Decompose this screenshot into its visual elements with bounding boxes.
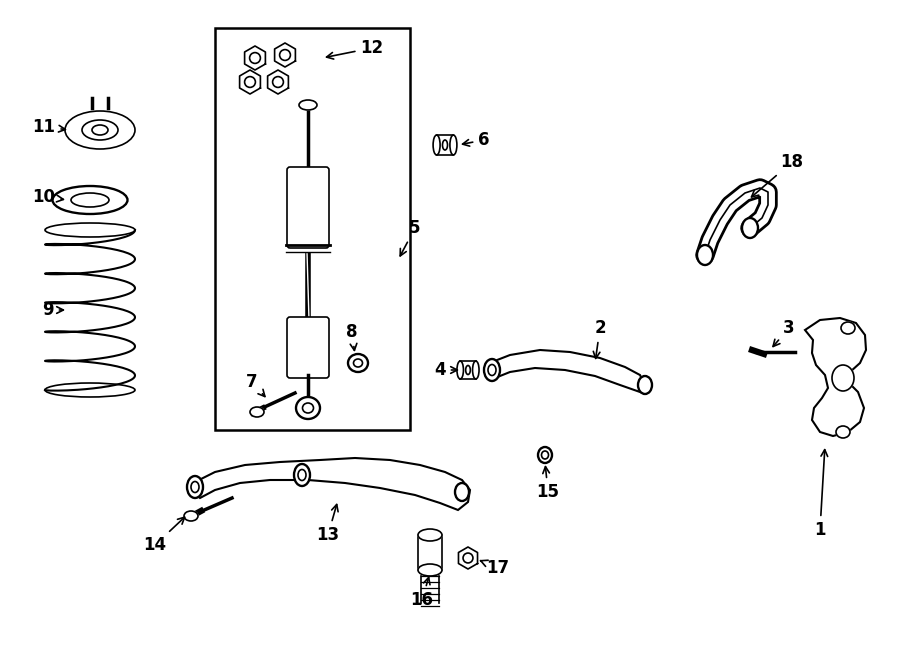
FancyBboxPatch shape: [287, 167, 329, 248]
Ellipse shape: [187, 476, 203, 498]
Text: 11: 11: [32, 118, 66, 136]
Text: 5: 5: [400, 219, 421, 256]
Ellipse shape: [296, 397, 320, 419]
Ellipse shape: [294, 464, 310, 486]
Text: 16: 16: [410, 578, 434, 609]
Ellipse shape: [484, 359, 500, 381]
Ellipse shape: [836, 426, 850, 438]
Ellipse shape: [455, 483, 469, 501]
Text: 12: 12: [327, 39, 383, 59]
Text: 1: 1: [814, 449, 828, 539]
Ellipse shape: [184, 511, 198, 521]
Text: 13: 13: [317, 504, 339, 544]
Ellipse shape: [538, 447, 552, 463]
Text: 3: 3: [773, 319, 795, 346]
Ellipse shape: [45, 383, 135, 397]
Text: 2: 2: [593, 319, 606, 358]
Ellipse shape: [418, 564, 442, 576]
Text: 14: 14: [143, 517, 184, 554]
Text: 9: 9: [42, 301, 63, 319]
Ellipse shape: [433, 135, 440, 155]
Ellipse shape: [472, 361, 479, 379]
Text: 15: 15: [536, 467, 560, 501]
Text: 17: 17: [481, 559, 509, 577]
Text: 18: 18: [752, 153, 804, 197]
Bar: [418, 535, 442, 570]
Bar: [215, 28, 410, 430]
Ellipse shape: [638, 376, 652, 394]
Ellipse shape: [697, 245, 713, 265]
Text: 8: 8: [346, 323, 358, 350]
Ellipse shape: [418, 529, 442, 541]
Ellipse shape: [841, 322, 855, 334]
Ellipse shape: [65, 111, 135, 149]
FancyBboxPatch shape: [287, 317, 329, 378]
Ellipse shape: [45, 223, 135, 237]
Ellipse shape: [742, 218, 758, 238]
Ellipse shape: [299, 100, 317, 110]
Ellipse shape: [450, 135, 457, 155]
Ellipse shape: [832, 365, 854, 391]
Ellipse shape: [52, 186, 128, 214]
Ellipse shape: [457, 361, 464, 379]
Text: 7: 7: [247, 373, 265, 397]
Text: 10: 10: [32, 188, 63, 206]
Ellipse shape: [348, 354, 368, 372]
Text: 4: 4: [434, 361, 457, 379]
Text: 6: 6: [463, 131, 490, 149]
Ellipse shape: [250, 407, 264, 417]
